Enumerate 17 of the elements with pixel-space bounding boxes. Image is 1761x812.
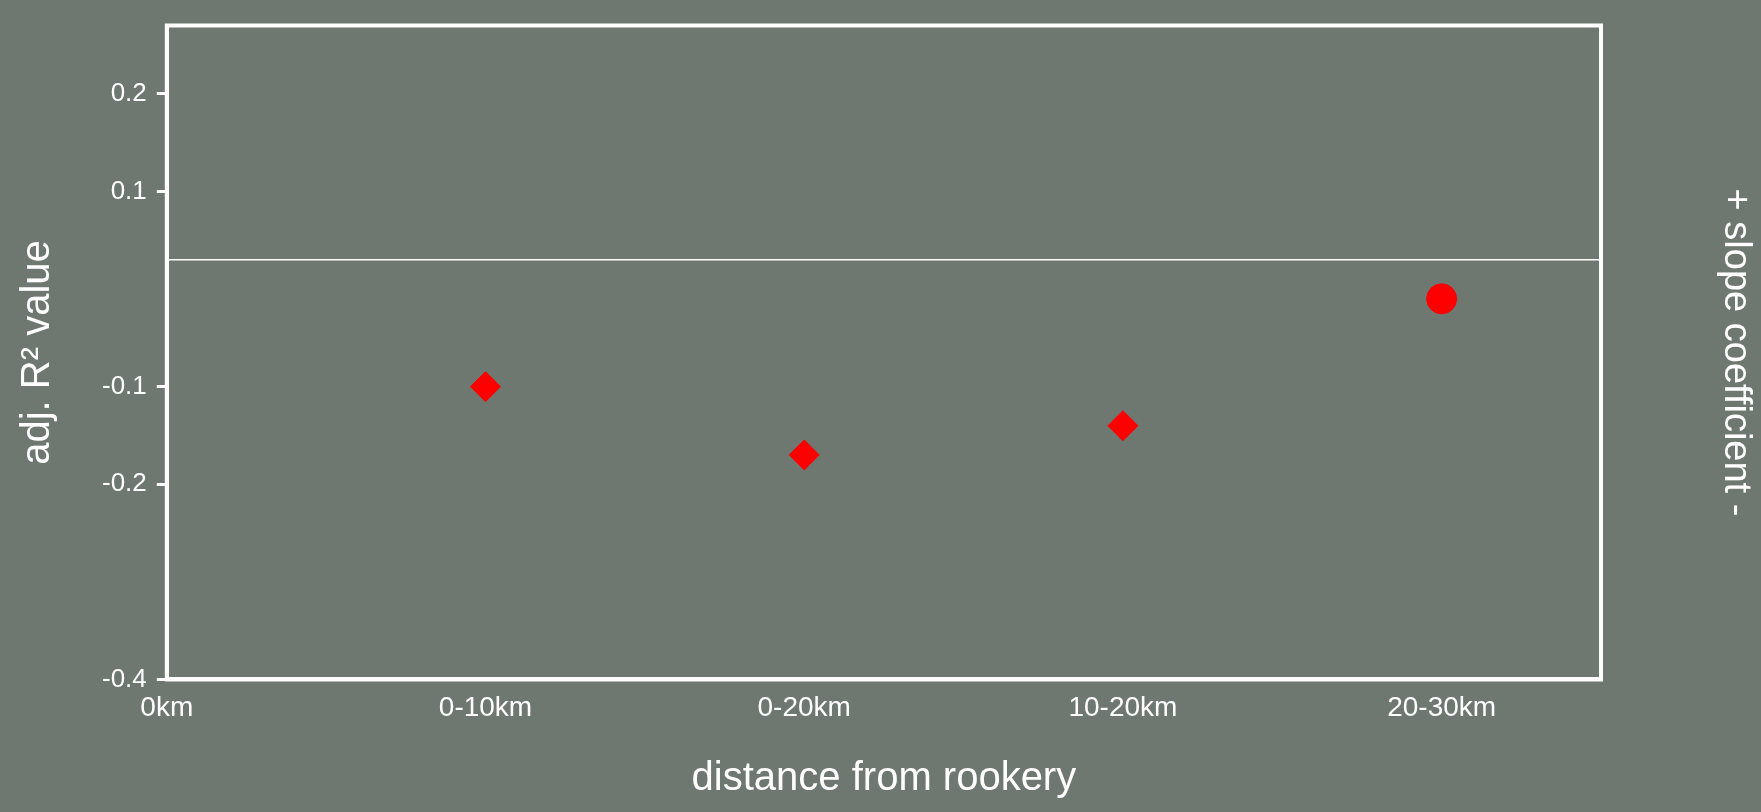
y-tick-label: 0.2 (110, 77, 147, 108)
x-axis-title: distance from rookery (691, 754, 1077, 799)
y-tick-label: -0.4 (101, 662, 147, 693)
x-tick-label: 20-30km (1387, 690, 1497, 722)
x-tick-label: 0-20km (757, 690, 851, 722)
y-axis-title: adj. R² value (13, 240, 58, 465)
y2-axis-title: + slope coefficient - (1716, 188, 1759, 517)
point (1426, 283, 1458, 315)
y-tick-label: 0.1 (110, 174, 147, 205)
x-tick-label: 0-10km (438, 690, 533, 722)
point (788, 439, 820, 471)
y-tick-label: -0.1 (101, 369, 147, 400)
x-tick-label: 0km (140, 690, 194, 722)
x-tick-label: 10-20km (1068, 690, 1178, 722)
point (470, 371, 502, 403)
y-tick-label: -0.2 (101, 467, 147, 498)
point (1107, 410, 1139, 442)
